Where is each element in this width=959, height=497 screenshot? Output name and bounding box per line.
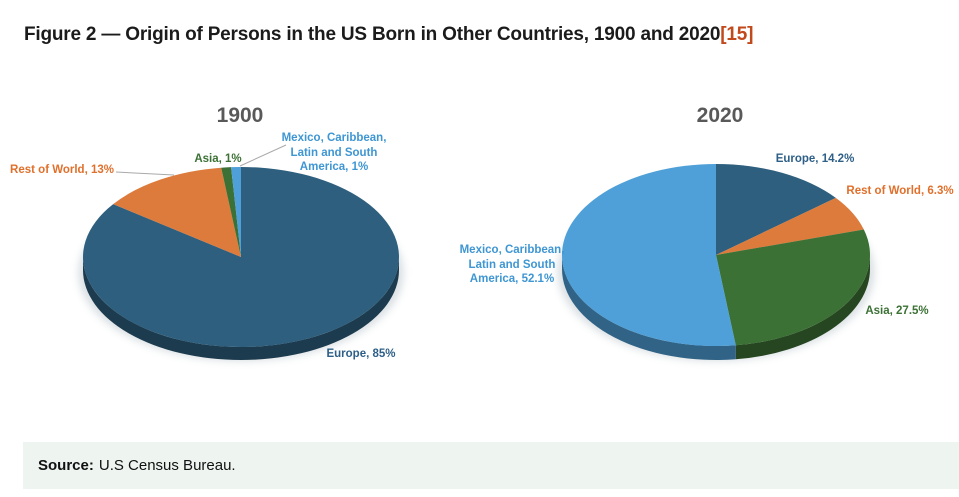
source-label: Source:	[38, 457, 94, 474]
slice-label-rest-of-world-1900: Rest of World, 13%	[10, 164, 114, 176]
slice-label-europe-1900: Europe, 85%	[326, 348, 396, 360]
leader-line-rest-of-world-1900	[115, 171, 175, 176]
pie-2020-svg	[557, 164, 875, 362]
slice-label-asia-1900: Asia, 1%	[194, 153, 242, 165]
chart-title-2020: 2020	[696, 104, 744, 127]
source-strip: Source: U.S Census Bureau.	[23, 442, 959, 489]
slice-label-mexico-1900: Mexico, Caribbean, Latin and South Ameri…	[281, 132, 387, 173]
citation-link[interactable]: [15]	[720, 23, 754, 45]
pie-chart-1900: 1900 Rest of World, 13% Asia, 1% Mexico,…	[0, 60, 470, 455]
chart-title-1900: 1900	[216, 104, 264, 127]
slice-label-asia-2020: Asia, 27.5%	[865, 305, 929, 317]
slice-label-europe-2020: Europe, 14.2%	[775, 153, 855, 165]
source-text: U.S Census Bureau.	[98, 457, 236, 474]
pie-chart-2020: 2020 Europe, 14.2% Rest of World, 6.3% M…	[460, 60, 959, 455]
leader-line-mexico-1900	[239, 144, 287, 167]
slice-label-rest-of-world-2020: Rest of World, 6.3%	[846, 185, 954, 197]
pie-1900-svg	[78, 144, 404, 362]
figure-title-text: Figure 2 — Origin of Persons in the US B…	[24, 23, 721, 45]
figure-title: Figure 2 — Origin of Persons in the US B…	[24, 24, 753, 46]
slice-label-mexico-2020: Mexico, Caribbean, Latin and South Ameri…	[459, 244, 565, 285]
